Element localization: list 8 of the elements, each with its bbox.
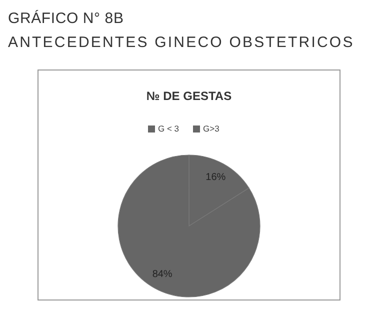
chart-subtitle: ANTECEDENTES GINECO OBSTETRICOS bbox=[8, 34, 354, 51]
pie-slice bbox=[118, 154, 260, 298]
data-label: 16% bbox=[206, 172, 226, 184]
text: № DE GESTAS bbox=[146, 89, 232, 103]
data-label: 84% bbox=[152, 269, 172, 280]
chart-title: GRÁFICO N° 8B bbox=[8, 9, 124, 27]
legend-label: G>3 bbox=[203, 123, 220, 134]
legend-label: G < 3 bbox=[158, 123, 180, 134]
